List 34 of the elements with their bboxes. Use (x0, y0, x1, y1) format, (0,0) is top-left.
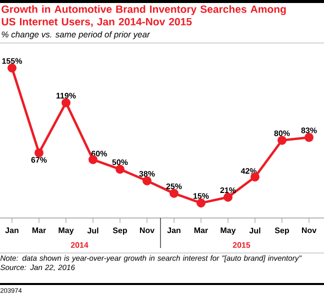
point (196, 198, 206, 208)
point (62, 98, 71, 108)
x-tick-label: May (220, 228, 236, 235)
text: 2014 (70, 242, 88, 248)
x-tick-label: Nov (302, 228, 317, 234)
chart-subtitle: % change vs. same period of prior year (2, 31, 150, 40)
x-tick-label: May (58, 228, 74, 235)
x-tick-label: Jul (87, 228, 98, 234)
chart-title: Growth in Automotive Brand Inventory Searches Among US Internet Users, Jan 2014-Nov 2015 (2, 5, 286, 27)
x-tick-label: Sep (274, 228, 290, 235)
x-tick-label: Jul (249, 228, 260, 234)
x-tick-label: Mar (32, 228, 46, 234)
data-label: 83% (301, 128, 317, 134)
point (224, 192, 232, 202)
x-tick-label: Nov (140, 228, 155, 234)
data-label: 80% (274, 130, 290, 136)
point (116, 164, 124, 174)
data-label: 119% (56, 92, 76, 99)
data-label: 155% (2, 58, 22, 64)
point (34, 148, 44, 158)
data-label: 15% (193, 193, 209, 199)
point (8, 64, 16, 73)
x-tick-label: Jan (5, 228, 18, 234)
text: 2015 (232, 242, 250, 248)
x-tick-label: Sep (112, 228, 128, 235)
data-label: 21% (220, 187, 236, 194)
x-tick-label: Jan (167, 228, 180, 234)
data-label: 25% (166, 183, 182, 190)
data-label: 50% (112, 159, 128, 166)
data-label: 38% (139, 170, 155, 177)
x-tick-label: Mar (194, 228, 208, 234)
data-label: 42% (240, 168, 257, 174)
data-label: 60% (92, 150, 107, 156)
data-label: 67% (31, 157, 47, 163)
